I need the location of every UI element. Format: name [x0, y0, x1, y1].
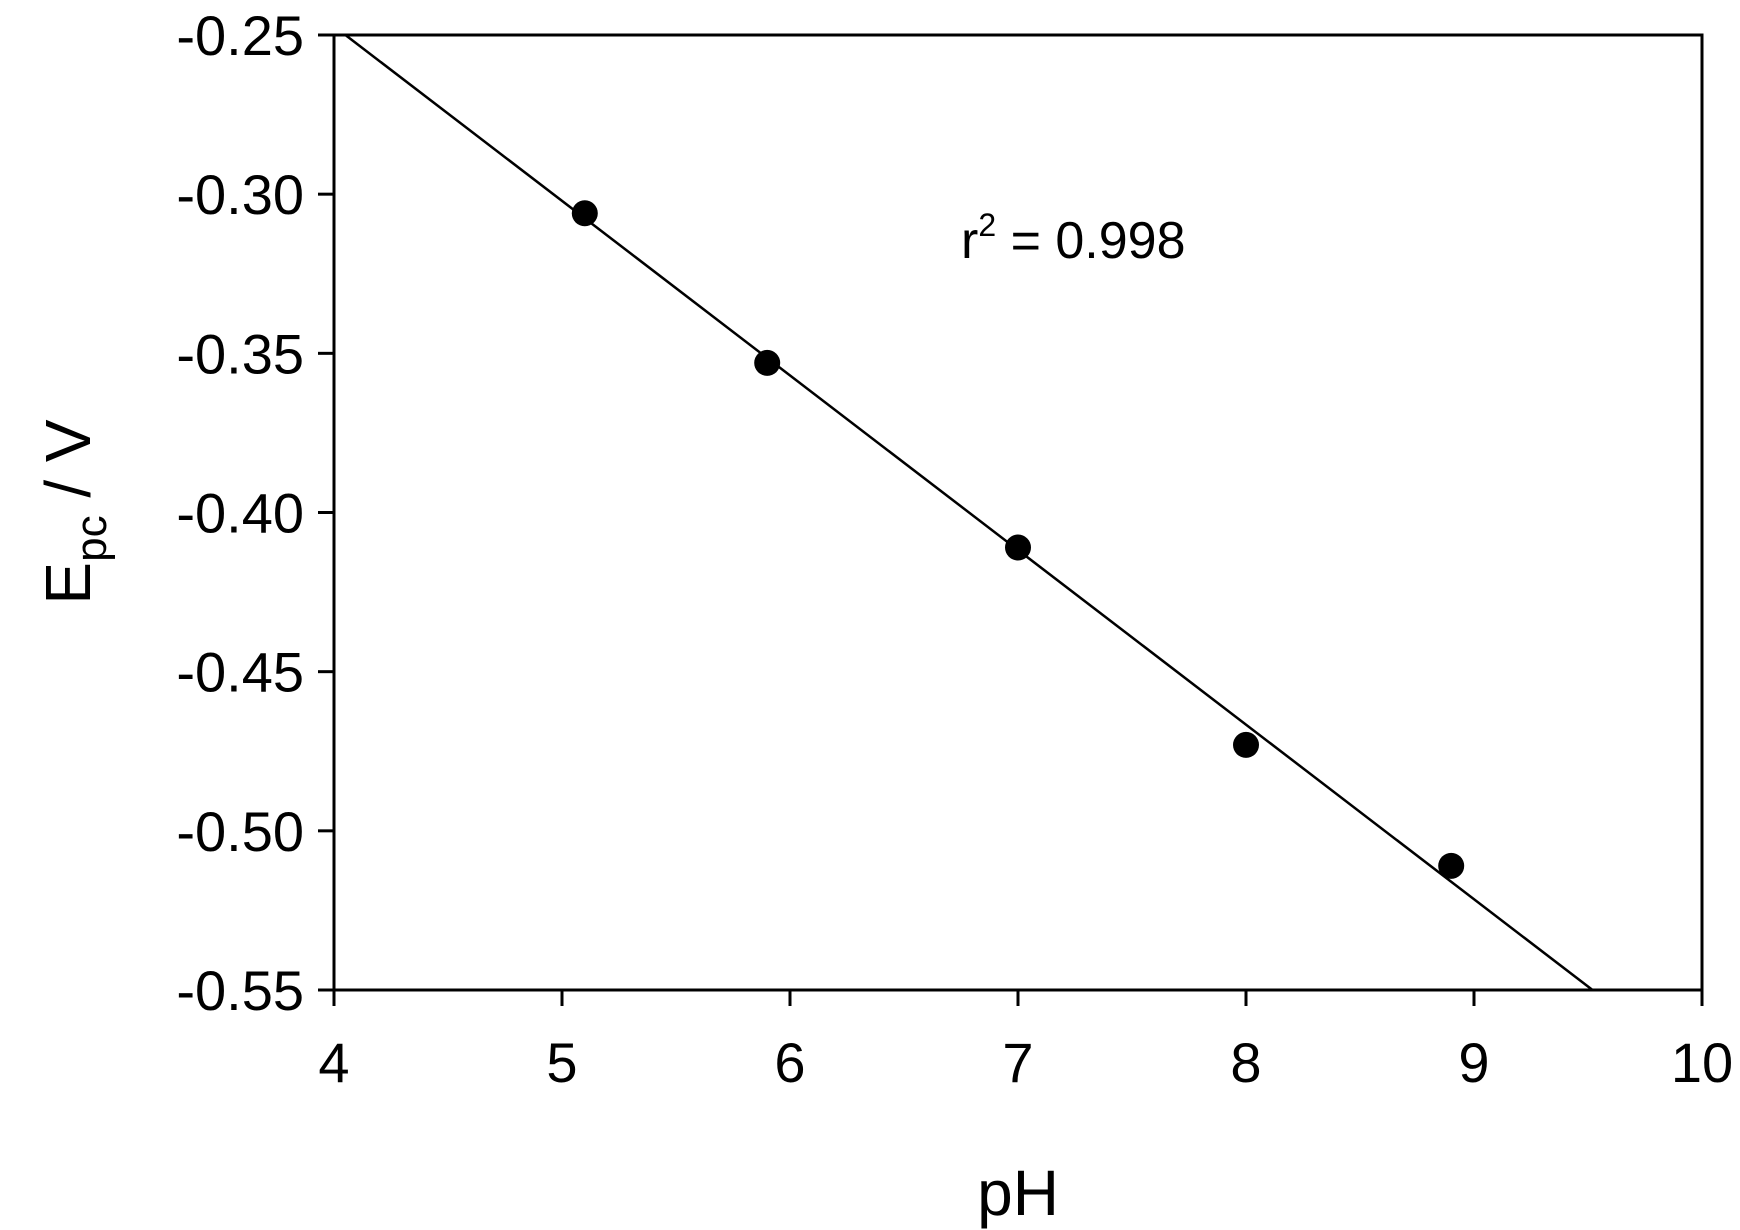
y-tick-label: -0.55	[176, 959, 304, 1022]
annotation-suffix: = 0.998	[996, 212, 1185, 270]
data-point	[1438, 852, 1465, 879]
y-tick-label: -0.50	[176, 800, 304, 863]
y-axis-title-subscript: pc	[67, 515, 116, 561]
data-point	[754, 349, 781, 376]
y-tick-label: -0.35	[176, 322, 304, 385]
annotation-prefix: r	[961, 212, 978, 270]
data-points-layer	[571, 200, 1465, 879]
y-axis-ticks: -0.25 -0.30 -0.35 -0.40 -0.45 -0.50 -0.55	[176, 4, 334, 1022]
x-axis-ticks: 4 5 6 7 8 9 10	[318, 990, 1733, 1094]
x-axis-title: pH	[977, 1157, 1059, 1229]
y-tick-label: -0.25	[176, 4, 304, 67]
data-point	[1005, 534, 1031, 561]
r-squared-annotation: r2 = 0.998	[961, 207, 1186, 270]
plot-area-frame	[332, 33, 1704, 992]
x-tick-label: 9	[1458, 1031, 1489, 1094]
x-tick-label: 4	[318, 1031, 349, 1094]
y-tick-label: -0.40	[176, 482, 304, 545]
x-tick-label: 10	[1671, 1031, 1733, 1094]
y-axis-title-unit: / V	[32, 419, 104, 515]
annotation-superscript: 2	[978, 207, 996, 243]
y-axis-title-main: E	[32, 562, 104, 605]
y-tick-label: -0.30	[176, 163, 304, 226]
x-tick-label: 5	[546, 1031, 577, 1094]
linear-fit-line	[344, 34, 1594, 991]
y-tick-label: -0.45	[176, 641, 304, 704]
y-axis-title: Epc / V	[32, 419, 116, 605]
fit-line-layer	[344, 34, 1594, 991]
x-tick-label: 7	[1002, 1031, 1033, 1094]
data-point	[571, 200, 598, 227]
data-point	[1233, 731, 1259, 758]
x-tick-label: 6	[774, 1031, 805, 1094]
x-tick-label: 8	[1230, 1031, 1261, 1094]
